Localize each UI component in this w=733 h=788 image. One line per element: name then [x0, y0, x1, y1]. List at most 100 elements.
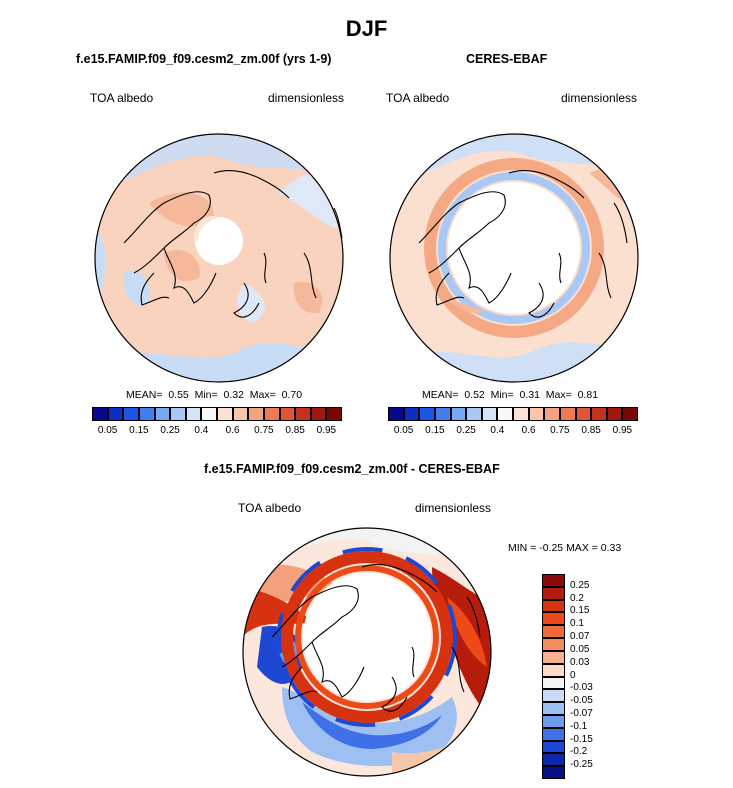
colorbar-tick-label: -0.05 — [570, 695, 593, 707]
diff-panel-title: f.e15.FAMIP.f09_f09.cesm2_zm.00f - CERES… — [204, 462, 500, 476]
colorbar-tick-label: 0.75 — [550, 425, 570, 436]
colorbar-tick-label: 0.6 — [225, 425, 240, 436]
colorbar-swatch — [528, 407, 545, 421]
colorbar-tick-label: 0.25 — [456, 425, 476, 436]
model-polar-map — [94, 133, 344, 383]
colorbar-swatch — [232, 407, 249, 421]
colorbar-swatch — [542, 650, 565, 664]
colorbar-tick-label: -0.07 — [570, 707, 593, 719]
model-min-label: Min= — [194, 389, 218, 401]
colorbar-swatch — [513, 407, 529, 421]
colorbar-swatch — [497, 407, 513, 421]
colorbar-swatch — [481, 407, 498, 421]
colorbar-swatch — [542, 740, 565, 754]
colorbar-swatch — [622, 407, 638, 421]
colorbar-swatch — [154, 407, 171, 421]
colorbar-swatch — [310, 407, 327, 421]
obs-polar-map — [389, 133, 639, 383]
colorbar-tick-label: -0.2 — [570, 746, 588, 758]
colorbar-tick-label: 0.05 — [570, 643, 590, 655]
obs-units-label: dimensionless — [561, 91, 638, 105]
colorbar-swatch — [542, 714, 565, 728]
colorbar-tick-label: 0.15 — [425, 425, 445, 436]
obs-mean-value: 0.52 — [464, 389, 485, 401]
colorbar-tick-label: 0.05 — [97, 425, 118, 436]
colorbar-swatch — [123, 407, 139, 421]
colorbar-swatch — [434, 407, 451, 421]
diff-polar-map — [242, 527, 492, 777]
colorbar-swatch — [419, 407, 435, 421]
colorbar-tick-label: 0.05 — [393, 425, 414, 436]
diff-colorbar — [542, 574, 565, 779]
obs-max-value: 0.81 — [577, 389, 599, 401]
model-min-value: 0.32 — [223, 389, 244, 401]
colorbar-swatch — [107, 407, 124, 421]
colorbar-swatch — [403, 407, 420, 421]
colorbar-tick-label: 0.75 — [254, 425, 274, 436]
model-colorbar — [92, 407, 342, 421]
colorbar-swatch — [92, 407, 108, 421]
model-mean-label: MEAN= — [126, 389, 163, 401]
colorbar-swatch — [606, 407, 623, 421]
obs-stats-line: MEAN= 0.52 Min= 0.31 Max= 0.81 — [422, 389, 598, 401]
model-stats-line: MEAN= 0.55 Min= 0.32 Max= 0.70 — [126, 389, 302, 401]
model-mean-value: 0.55 — [168, 389, 189, 401]
colorbar-tick-label: 0.95 — [612, 425, 633, 436]
colorbar-tick-label: 0.25 — [570, 579, 590, 591]
obs-min-value: 0.31 — [519, 389, 540, 401]
colorbar-tick-label: 0.15 — [129, 425, 149, 436]
colorbar-tick-label: 0.95 — [316, 425, 337, 436]
colorbar-tick-label: -0.15 — [570, 733, 593, 745]
colorbar-swatch — [185, 407, 202, 421]
colorbar-swatch — [279, 407, 296, 421]
colorbar-tick-label: 0.85 — [581, 425, 601, 436]
colorbar-swatch — [138, 407, 155, 421]
diff-units-label: dimensionless — [415, 501, 492, 515]
colorbar-swatch — [542, 676, 565, 690]
colorbar-swatch — [217, 407, 233, 421]
diff-variable-label: TOA albedo — [238, 501, 302, 515]
colorbar-swatch — [542, 599, 565, 613]
model-max-label: Max= — [249, 389, 276, 401]
colorbar-swatch — [542, 689, 565, 703]
colorbar-tick-label: 0.6 — [521, 425, 536, 436]
colorbar-tick-label: -0.1 — [570, 720, 588, 732]
colorbar-swatch — [542, 612, 565, 626]
page-title: DJF — [345, 16, 388, 41]
colorbar-swatch — [542, 574, 565, 587]
colorbar-swatch — [559, 407, 576, 421]
colorbar-swatch — [542, 702, 565, 715]
colorbar-swatch — [542, 727, 565, 741]
obs-colorbar-ticks: 0.05 0.15 0.25 0.4 0.6 0.75 0.85 0.95 — [388, 425, 638, 439]
colorbar-tick-label: 0.25 — [160, 425, 180, 436]
model-units-label: dimensionless — [268, 91, 345, 105]
colorbar-swatch — [544, 407, 560, 421]
colorbar-tick-label: 0.15 — [570, 605, 590, 617]
colorbar-tick-label: 0.07 — [570, 631, 590, 643]
colorbar-swatch — [201, 407, 217, 421]
obs-max-label: Max= — [545, 389, 572, 401]
model-max-value: 0.70 — [281, 389, 303, 401]
colorbar-swatch — [326, 407, 342, 421]
colorbar-swatch — [263, 407, 280, 421]
colorbar-tick-label: 0.4 — [194, 425, 209, 436]
colorbar-swatch — [170, 407, 186, 421]
colorbar-tick-label: -0.25 — [570, 759, 593, 771]
colorbar-swatch — [542, 663, 565, 677]
colorbar-tick-label: 0.03 — [570, 656, 590, 668]
diff-minmax-text: MIN = -0.25 MAX = 0.33 — [508, 542, 622, 554]
colorbar-swatch — [450, 407, 467, 421]
colorbar-tick-label: 0 — [570, 669, 576, 681]
colorbar-swatch — [542, 625, 565, 639]
obs-variable-label: TOA albedo — [386, 91, 450, 105]
colorbar-tick-label: 0.4 — [490, 425, 505, 436]
obs-min-label: Min= — [490, 389, 514, 401]
colorbar-swatch — [388, 407, 404, 421]
obs-panel-title: CERES-EBAF — [466, 52, 548, 66]
colorbar-tick-label: 0.2 — [570, 592, 584, 604]
colorbar-tick-label: -0.03 — [570, 682, 593, 694]
colorbar-swatch — [542, 638, 565, 651]
colorbar-swatch — [295, 407, 311, 421]
colorbar-swatch — [542, 586, 565, 600]
model-variable-label: TOA albedo — [90, 91, 154, 105]
